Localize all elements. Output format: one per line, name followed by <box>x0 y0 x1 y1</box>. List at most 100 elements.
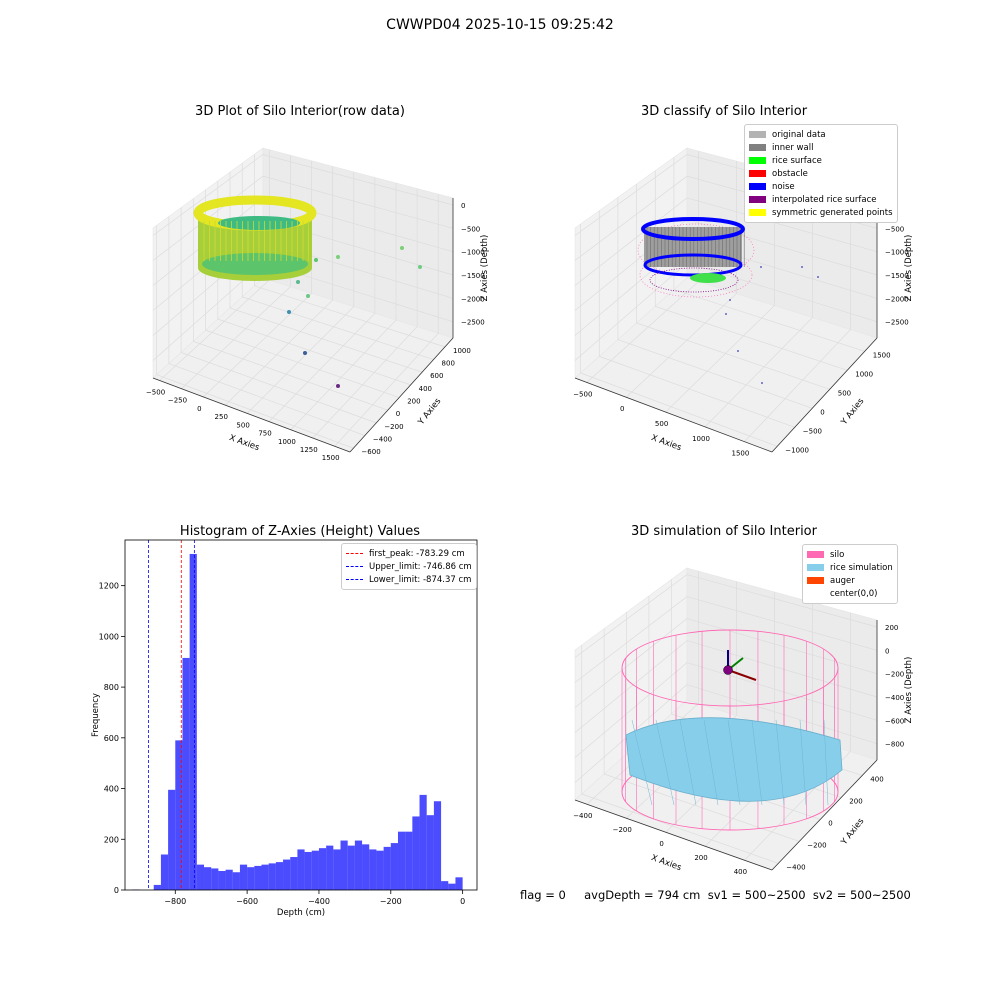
classify-inner-wall <box>644 227 742 267</box>
classify-legend-entry: interpolated rice surface <box>749 193 893 206</box>
y-tick-label: 800 <box>104 683 119 692</box>
classify-noise-point <box>760 266 762 268</box>
histogram-bar <box>275 862 284 890</box>
legend-swatch <box>749 209 766 216</box>
raw-ytick-label: 600 <box>430 372 443 380</box>
sim-xtick-label: 0 <box>659 840 663 848</box>
histogram-bar <box>290 857 298 890</box>
cls-ygrid <box>598 210 795 428</box>
rice-mesh-line <box>823 719 829 806</box>
cls-ygrid <box>654 170 848 371</box>
cls-xgrid <box>704 181 813 428</box>
raw-xtick-label: −500 <box>146 388 165 396</box>
raw-scatter-point <box>287 310 291 314</box>
histogram-bar <box>232 872 240 890</box>
rice-mesh-line <box>775 719 785 806</box>
raw-ztick-label: −1500 <box>461 272 485 280</box>
cls-z-axis-label: Z Axies (Depth) <box>904 235 914 302</box>
raw-ytick-label: 800 <box>442 360 455 368</box>
sim-ytick-label: 200 <box>849 797 862 805</box>
histogram-bar <box>204 867 212 890</box>
legend-label: auger <box>830 575 855 586</box>
sim-xgrid <box>586 571 699 805</box>
legend-swatch <box>807 551 824 558</box>
simulation-3d-plot: −400 −200 0 200 400 −400 −200 0 200 400 200 0 −200 −4… <box>573 567 914 876</box>
classify-symmetric-outline <box>637 223 755 277</box>
raw-xgrid <box>246 171 355 414</box>
classify-legend-entry: rice surface <box>749 154 893 167</box>
histogram-bar <box>153 884 161 890</box>
x-axis-label: Depth (cm) <box>277 908 325 918</box>
raw-xgrid <box>334 194 439 447</box>
raw-scatter-point <box>303 351 307 355</box>
cls-ygrid <box>580 224 778 447</box>
histogram-bar <box>189 553 197 890</box>
cls-ytick-label: 1000 <box>855 370 873 378</box>
sim-ygrid <box>603 628 800 842</box>
classify-legend-entry: inner wall <box>749 141 893 154</box>
legend-label: symmetric generated points <box>772 207 893 218</box>
histogram-bar <box>412 816 420 890</box>
histogram-bar <box>160 854 169 890</box>
raw-scatter-point <box>314 258 318 262</box>
cls-x-axis-label: X Axies <box>650 433 683 453</box>
histogram-bar <box>182 657 190 890</box>
legend-label: silo <box>830 549 845 560</box>
y-tick-label: 0 <box>114 886 119 895</box>
cls-x-axis-line <box>574 377 773 453</box>
sim-zgrid <box>574 662 878 758</box>
sim-zgrid <box>574 618 878 708</box>
legend-label: inner wall <box>772 142 814 153</box>
legend-label: Lower_limit: -874.37 cm <box>369 574 472 585</box>
legend-swatch <box>749 183 766 190</box>
raw-xgrid <box>312 188 418 439</box>
y-tick-label: 1200 <box>99 582 119 591</box>
raw-plot-title: 3D Plot of Silo Interior(row data) <box>195 104 405 119</box>
histogram-bar <box>333 849 341 890</box>
classify-noise-point <box>817 276 819 278</box>
histogram-bar <box>376 850 384 890</box>
legend-swatch <box>749 157 766 164</box>
y-tick-label: 400 <box>104 785 119 794</box>
histogram-bar <box>247 867 255 890</box>
histogram-bar <box>362 844 370 890</box>
simulation-legend: silo rice simulation auger center(0,0) <box>802 544 898 604</box>
x-tick-label: −800 <box>164 897 186 906</box>
cls-xtick-label: 1500 <box>732 450 750 458</box>
histogram-bar <box>168 789 176 890</box>
sim-y-axis-line <box>771 759 878 871</box>
cls-xtick-label: −500 <box>573 390 592 398</box>
y-axis-label: Frequency <box>91 693 101 737</box>
raw-xgrid <box>290 183 397 431</box>
histogram-chart: −800 −600 −400 −200 0 0 200 400 600 800 1000 1200 De… <box>91 539 478 918</box>
raw-xgrid <box>203 160 312 398</box>
x-tick-label: 0 <box>460 897 465 906</box>
cls-ztick-label: −2500 <box>885 319 909 327</box>
legend-label: obstacle <box>772 168 808 179</box>
classify-legend: original data inner wall rice surface obsta… <box>744 124 898 223</box>
sim-ztick-label: 200 <box>885 624 898 632</box>
sim-x-axis-label: X Axies <box>650 853 683 873</box>
histogram-bar <box>225 869 233 890</box>
cls-ygrid <box>673 157 865 352</box>
classify-interpolated-surface <box>649 267 739 293</box>
sim-ytick-label: −400 <box>786 863 805 871</box>
histogram-bar <box>390 843 398 890</box>
raw-y-axis-line <box>349 337 454 453</box>
cls-ytick-label: −1000 <box>785 446 809 454</box>
rice-mesh-line <box>679 719 697 806</box>
simulation-legend-entry: center(0,0) <box>807 587 893 600</box>
classify-noise-rim <box>641 217 745 241</box>
classify-noise-point <box>729 299 731 301</box>
raw-ytick-label: −600 <box>361 448 380 456</box>
raw-z-axis-label: Z Axies (Depth) <box>480 235 490 302</box>
cls-ytick-label: 0 <box>820 408 824 416</box>
status-line: flag = 0 avgDepth = 794 cm sv1 = 500~250… <box>520 888 911 902</box>
raw-ytick-label: −200 <box>384 423 403 431</box>
classify-legend-entry: original data <box>749 128 893 141</box>
sim-zgrid <box>574 684 878 783</box>
figure-title: CWWPD04 2025-10-15 09:25:42 <box>386 17 614 33</box>
raw-ytick-label: −400 <box>373 436 392 444</box>
y-tick-label: 1000 <box>99 632 119 641</box>
x-tick-label: −400 <box>308 897 330 906</box>
